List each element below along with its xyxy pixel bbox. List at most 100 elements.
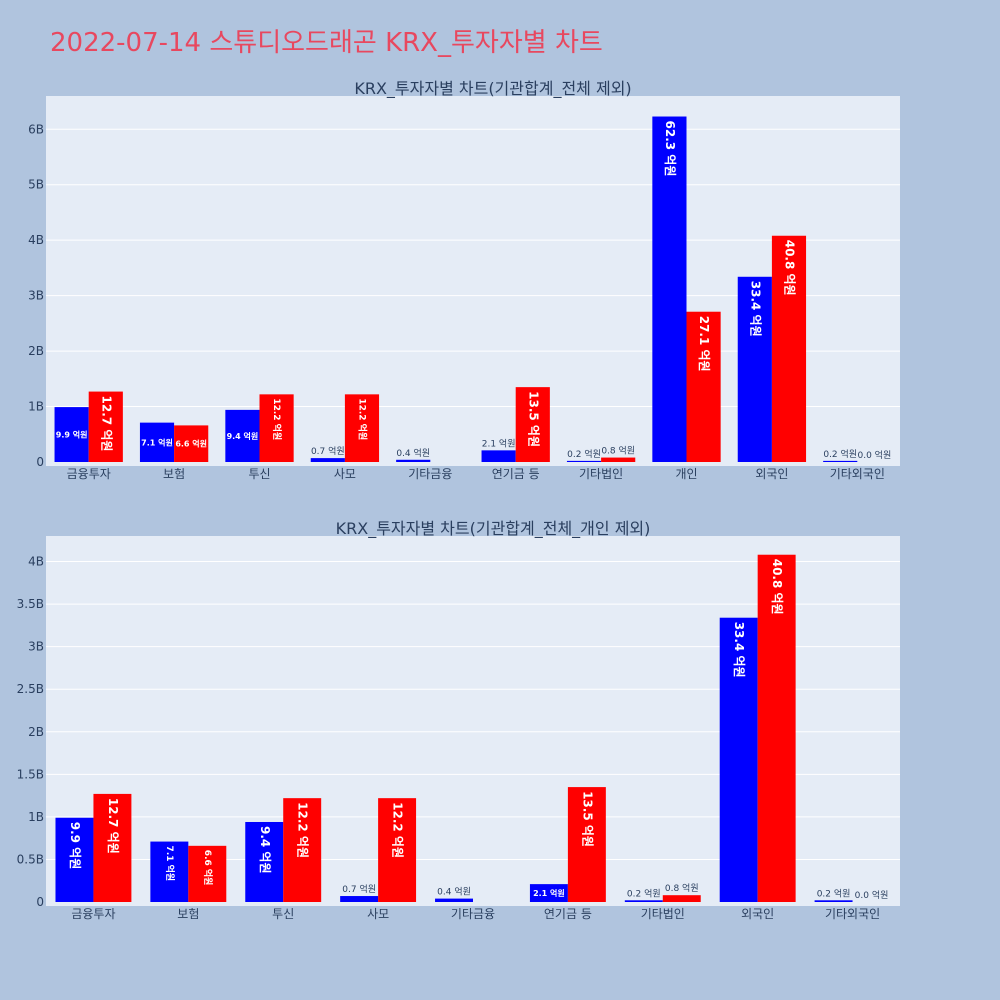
data-label: 6.6 억원: [202, 850, 214, 886]
y-tick-label: 1B: [28, 810, 44, 824]
bar: [93, 793, 132, 902]
bar: [54, 407, 89, 462]
bar: [686, 311, 721, 462]
data-label: 40.8 억원: [770, 559, 784, 615]
bar: [719, 617, 758, 902]
data-label: 0.8 억원: [601, 445, 635, 457]
y-tick-label: 0: [36, 455, 44, 469]
data-label: 13.5 억원: [580, 791, 594, 847]
bar: [601, 457, 636, 462]
data-label: 0.7 억원: [342, 883, 376, 895]
data-label: 0.2 억원: [567, 448, 601, 460]
data-label: 33.4 억원: [748, 281, 762, 337]
category-label: 외국인: [755, 467, 788, 481]
data-label: 0.2 억원: [817, 887, 851, 899]
data-label: 27.1 억원: [697, 316, 711, 372]
y-tick-label: 2.5B: [17, 682, 44, 696]
bar: [481, 450, 516, 462]
bar: [150, 841, 189, 902]
y-tick-label: 6B: [28, 122, 44, 136]
chart-title: KRX_투자자별 차트(기관합계_전체_개인 제외): [336, 519, 651, 539]
data-label: 12.2 억원: [271, 398, 283, 440]
category-label: 외국인: [741, 907, 774, 921]
y-tick-label: 2B: [28, 344, 44, 358]
category-label: 금융투자: [67, 467, 111, 481]
category-label: 보험: [163, 467, 185, 481]
category-label: 기타금융: [408, 467, 452, 481]
category-label: 사모: [367, 907, 389, 921]
data-label: 12.2 억원: [356, 398, 368, 440]
data-label: 9.9 억원: [68, 822, 82, 870]
category-label: 기타법인: [641, 907, 685, 921]
category-label: 연기금 등: [544, 907, 592, 921]
bar: [259, 394, 294, 462]
data-label: 2.1 억원: [533, 888, 565, 898]
bar: [515, 387, 550, 462]
y-tick-label: 1B: [28, 400, 44, 414]
category-label: 개인: [675, 467, 697, 481]
data-label: 7.1 억원: [141, 437, 173, 447]
data-label: 9.4 억원: [258, 826, 272, 874]
category-label: 사모: [334, 467, 356, 481]
data-label: 0.4 억원: [396, 447, 430, 459]
y-tick-label: 3B: [28, 289, 44, 303]
y-tick-label: 3.5B: [17, 597, 44, 611]
bar: [652, 116, 687, 462]
bar: [757, 554, 796, 902]
data-label: 33.4 억원: [732, 622, 746, 678]
bar: [344, 394, 380, 462]
chart-institution-individual-excluded: KRX_투자자별 차트(기관합계_전체_개인 제외) 0 0.5B 1B 1.5B 2B 2…: [17, 519, 900, 921]
data-label: 7.1 억원: [164, 846, 176, 882]
y-tick-label: 4B: [28, 233, 44, 247]
bar: [378, 798, 417, 902]
category-label: 투신: [272, 907, 294, 921]
y-tick-label: 0: [36, 895, 44, 909]
bar: [771, 235, 807, 462]
category-label: 투신: [248, 467, 270, 481]
y-tick-label: 1.5B: [17, 767, 44, 781]
data-label: 13.5 억원: [526, 391, 540, 447]
data-label: 0.0 억원: [855, 889, 889, 901]
data-label: 6.6 억원: [175, 439, 207, 449]
y-tick-label: 0.5B: [17, 852, 44, 866]
data-label: 0.7 억원: [311, 445, 345, 457]
data-label: 9.9 억원: [56, 430, 88, 440]
chart-institution-excluded: KRX_투자자별 차트(기관합계_전체 제외) 0 1B 2B 3B 4B 5B 6B 금융투자…: [28, 79, 900, 481]
data-label: 0.8 억원: [665, 882, 699, 894]
category-label: 연기금 등: [492, 467, 540, 481]
bar: [435, 898, 473, 902]
y-tick-label: 4B: [28, 555, 44, 569]
y-tick-label: 3B: [28, 640, 44, 654]
bar: [174, 425, 209, 462]
category-label: 기타법인: [579, 467, 623, 481]
data-label: 12.2 억원: [296, 802, 310, 858]
bar: [566, 460, 602, 462]
bar: [737, 276, 772, 462]
bar: [310, 458, 345, 462]
page-title: 2022-07-14 스튜디오드래곤 KRX_투자자별 차트: [50, 28, 603, 58]
bar: [396, 459, 431, 462]
data-label: 0.4 억원: [437, 886, 471, 898]
data-label: 2.1 억원: [482, 437, 516, 449]
bar: [662, 895, 701, 902]
data-label: 62.3 억원: [663, 121, 677, 177]
bar: [188, 845, 227, 902]
bar: [283, 798, 322, 902]
data-label: 12.7 억원: [99, 396, 113, 452]
bar: [225, 409, 260, 462]
data-label: 12.2 억원: [391, 802, 405, 858]
data-label: 12.7 억원: [106, 798, 120, 854]
bar: [139, 422, 175, 462]
category-label: 금융투자: [71, 907, 115, 921]
data-label: 0.2 억원: [823, 448, 857, 460]
bar: [245, 821, 284, 902]
bar: [823, 460, 858, 462]
bar: [567, 787, 606, 902]
category-label: 기타외국인: [825, 907, 880, 921]
bar: [340, 896, 379, 902]
bar: [529, 884, 568, 902]
data-label: 9.4 억원: [227, 431, 259, 441]
bar: [814, 900, 853, 902]
y-tick-label: 5B: [28, 178, 44, 192]
category-label: 보험: [177, 907, 199, 921]
